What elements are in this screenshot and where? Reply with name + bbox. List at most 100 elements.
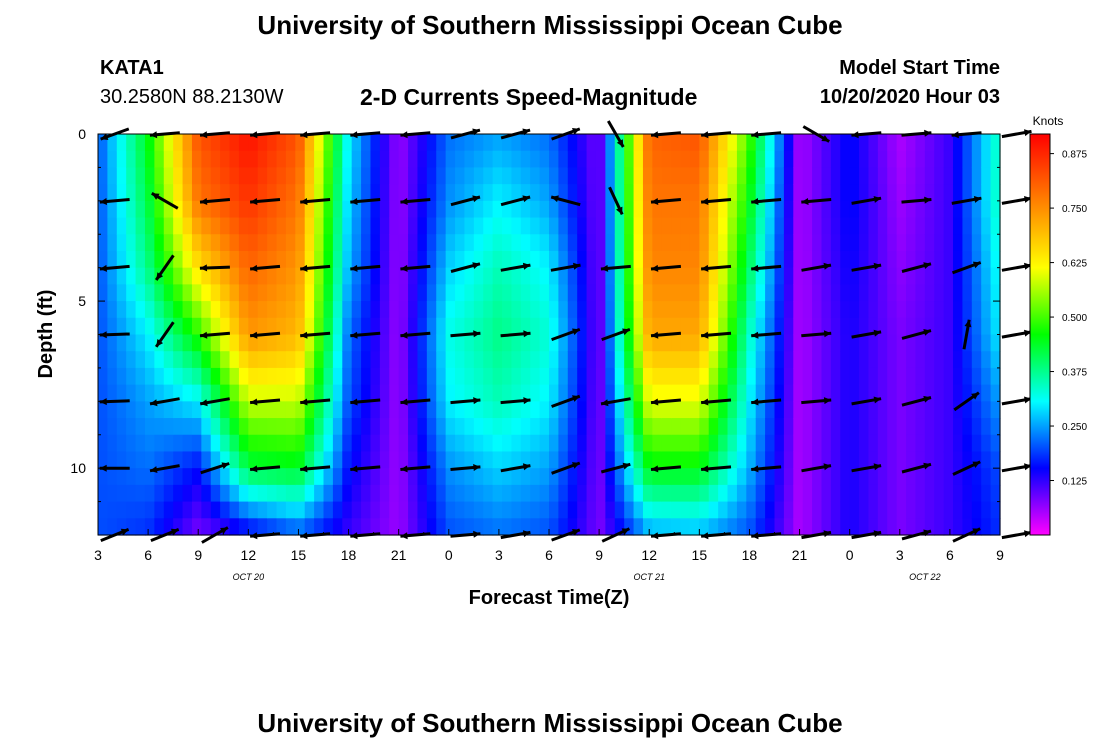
heatmap-cell <box>229 367 240 386</box>
heatmap-cell <box>154 317 165 336</box>
heatmap-cell <box>567 284 578 302</box>
heatmap-cell <box>426 501 437 519</box>
heatmap-cell <box>445 401 456 419</box>
heatmap-cell <box>830 250 841 269</box>
heatmap-cell <box>859 418 870 436</box>
heatmap-cell <box>549 334 559 352</box>
heatmap-cell <box>267 468 278 486</box>
vector-head <box>250 264 258 272</box>
heatmap-cell <box>633 518 644 536</box>
heatmap-cell <box>173 217 184 235</box>
heatmap-cell <box>877 468 888 486</box>
heatmap-cell <box>624 234 635 252</box>
heatmap-cell <box>755 334 766 352</box>
heatmap-cell <box>173 518 184 536</box>
vector-head <box>821 135 830 142</box>
heatmap-cell <box>436 134 447 152</box>
heatmap-cell <box>605 418 616 436</box>
heatmap-cell <box>971 184 982 202</box>
heatmap-cell <box>417 367 428 386</box>
heatmap-cell <box>774 334 785 352</box>
model-start-label: Model Start Time <box>839 57 1000 79</box>
heatmap-cell <box>906 434 917 453</box>
heatmap-cell <box>915 217 926 235</box>
heatmap-cell <box>276 384 287 402</box>
heatmap-cell <box>595 367 606 386</box>
heatmap-cell <box>248 284 259 302</box>
heatmap-cell <box>201 434 212 453</box>
heatmap-cell <box>116 167 127 185</box>
current-vector <box>851 196 882 205</box>
heatmap-cell <box>417 434 428 453</box>
heatmap-cell <box>661 184 672 202</box>
heatmap-cell <box>934 518 945 536</box>
heatmap-cell <box>633 501 644 519</box>
heatmap-cell <box>736 250 747 269</box>
heatmap-cell <box>887 351 898 369</box>
heatmap-cell <box>633 451 644 469</box>
heatmap-cell <box>98 334 108 352</box>
heatmap-cell <box>868 317 879 336</box>
heatmap-cell <box>408 418 419 436</box>
heatmap-cell <box>502 167 513 185</box>
vector-head <box>99 398 107 406</box>
heatmap-cell <box>201 284 212 302</box>
heatmap-cell <box>520 234 531 252</box>
heatmap-cell <box>774 134 785 152</box>
heatmap-cell <box>483 284 494 302</box>
heatmap-cell <box>765 468 776 486</box>
heatmap-cell <box>802 267 813 285</box>
heatmap-cell <box>859 301 870 319</box>
vector-head <box>156 272 164 280</box>
heatmap-cell <box>511 384 522 402</box>
heatmap-cell <box>107 384 118 402</box>
heatmap-cell <box>389 451 400 469</box>
heatmap-cell <box>191 434 202 453</box>
heatmap-cell <box>962 134 973 152</box>
heatmap-cell <box>915 434 926 453</box>
heatmap-cell <box>549 284 559 302</box>
heatmap-cell <box>379 351 390 369</box>
heatmap-cell <box>718 451 729 469</box>
heatmap-cell <box>332 267 343 285</box>
heatmap-cell <box>549 468 559 486</box>
heatmap-cell <box>671 184 682 202</box>
heatmap-cell <box>783 401 794 419</box>
heatmap-cell <box>295 401 306 419</box>
heatmap-cell <box>680 401 691 419</box>
heatmap-cell <box>633 401 644 419</box>
heatmap-cell <box>154 401 165 419</box>
heatmap-cell <box>248 317 259 336</box>
heatmap-cell <box>802 284 813 302</box>
heatmap-cell <box>257 150 268 169</box>
heatmap-cell <box>502 518 513 536</box>
vector-head <box>923 462 931 470</box>
heatmap-cell <box>304 284 315 302</box>
heatmap-cell <box>924 334 935 352</box>
heatmap-cell <box>971 301 982 319</box>
heatmap-cell <box>267 200 278 219</box>
heatmap-cell <box>351 150 362 169</box>
vector-head <box>1024 129 1032 137</box>
heatmap-cell <box>464 401 475 419</box>
heatmap-cell <box>154 167 165 185</box>
vector-head <box>250 532 258 540</box>
heatmap-cell <box>98 451 108 469</box>
heatmap-cell <box>257 200 268 219</box>
heatmap-cell <box>830 184 841 202</box>
heatmap-cell <box>718 384 729 402</box>
current-vector <box>601 327 631 342</box>
heatmap-cell <box>210 518 221 536</box>
heatmap-cell <box>144 351 155 369</box>
vector-head <box>951 131 959 139</box>
heatmap-cell <box>981 501 992 519</box>
heatmap-cell <box>558 484 569 503</box>
heatmap-cell <box>342 367 353 386</box>
current-vector <box>550 262 581 272</box>
heatmap-cell <box>417 451 428 469</box>
heatmap-cell <box>671 284 682 302</box>
heatmap-cell <box>680 367 691 386</box>
